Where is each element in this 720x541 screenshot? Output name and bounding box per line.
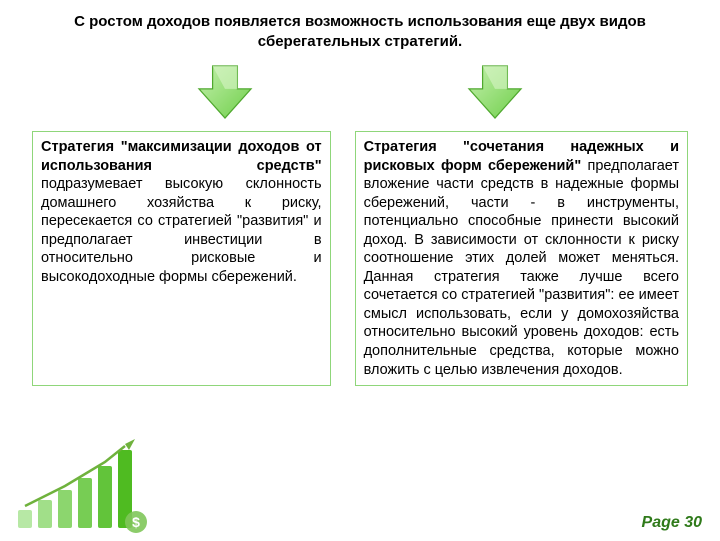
page-number: Page 30 <box>642 514 702 532</box>
arrows-row <box>0 57 720 125</box>
down-arrow-right <box>460 61 530 123</box>
slide-title: С ростом доходов появляется возможность … <box>0 0 720 57</box>
strategy-right-text: Стратегия "сочетания надежных и рисковых… <box>364 138 679 379</box>
strategy-box-right: Стратегия "сочетания надежных и рисковых… <box>355 131 688 386</box>
strategy-box-left: Стратегия "максимизации доходов от испол… <box>32 131 331 386</box>
columns: Стратегия "максимизации доходов от испол… <box>0 125 720 386</box>
strategy-right-tail: предполагает вложение части средств в на… <box>364 158 679 378</box>
strategy-left-text: Стратегия "максимизации доходов от испол… <box>41 138 322 286</box>
down-arrow-left <box>190 61 260 123</box>
growth-chart-decoration: $ <box>10 436 150 536</box>
strategy-left-tail: подразумевает высокую склонность домашне… <box>41 176 322 285</box>
svg-text:$: $ <box>132 514 140 530</box>
strategy-left-lead: Стратегия "максимизации доходов от испол… <box>41 139 322 174</box>
